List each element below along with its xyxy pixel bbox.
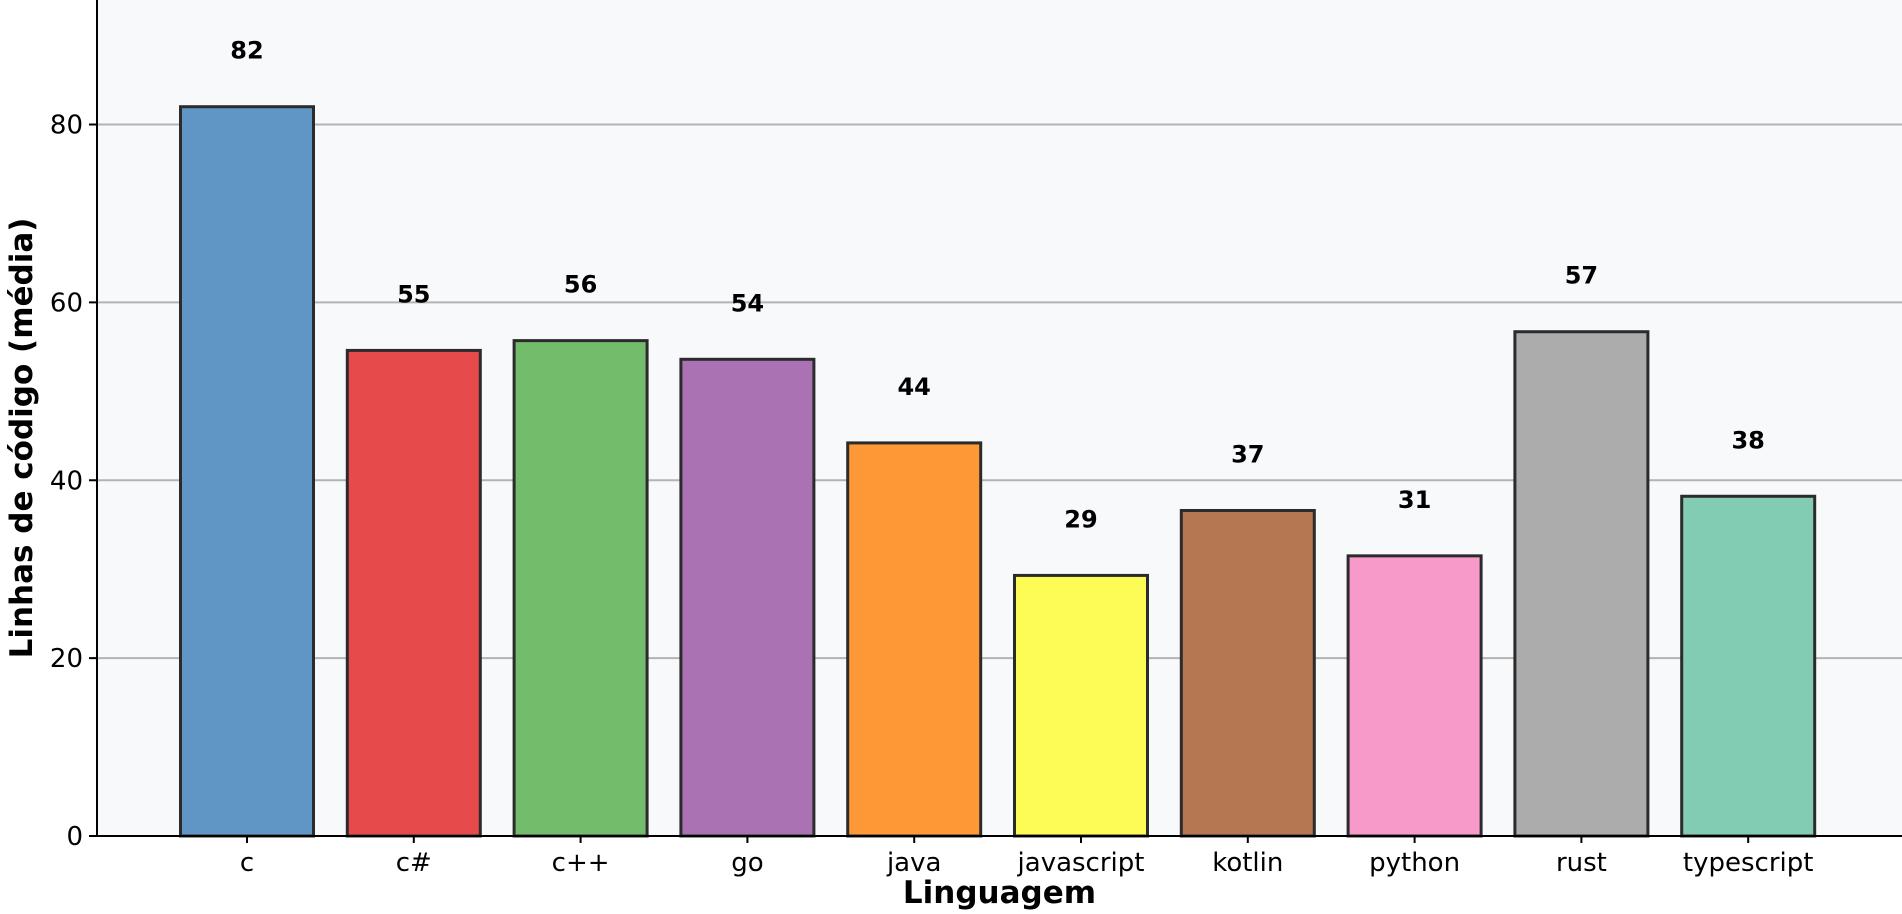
- bar-javascript: [1013, 573, 1149, 838]
- bar-go: [679, 357, 816, 838]
- value-label: 57: [1565, 262, 1598, 290]
- y-tick-label: 0: [66, 822, 83, 852]
- value-label: 38: [1731, 426, 1764, 454]
- value-label: 37: [1231, 440, 1264, 468]
- y-axis-ticks: 0 20 40 60 80: [50, 111, 83, 852]
- bar-c++: [512, 339, 649, 838]
- x-tick-label: c: [240, 848, 254, 878]
- bars: [179, 105, 1817, 838]
- bar-java: [846, 441, 983, 838]
- x-tick-label: java: [886, 848, 941, 878]
- x-tick-label: typescript: [1683, 848, 1814, 878]
- value-labels: 82 55 56 54 44 29 37 31 57 38: [230, 37, 1765, 534]
- value-label: 44: [897, 373, 930, 401]
- y-axis-title: Linhas de código (média): [4, 218, 40, 659]
- value-label: 82: [230, 37, 263, 65]
- x-tick-label: python: [1369, 848, 1460, 878]
- bar-python: [1346, 554, 1483, 838]
- value-label: 31: [1398, 486, 1431, 514]
- axes: [89, 0, 1902, 843]
- y-tick-label: 20: [50, 644, 83, 674]
- y-tick-label: 80: [50, 111, 83, 141]
- x-tick-label: c++: [552, 848, 610, 878]
- bar-typescript: [1680, 494, 1817, 838]
- bar-kotlin: [1179, 508, 1316, 838]
- x-axis-ticks: c c# c++ go java javascript kotlin python rust ty…: [240, 848, 1814, 878]
- value-label: 54: [731, 289, 764, 317]
- x-tick-label: kotlin: [1212, 848, 1283, 878]
- x-axis-title: Linguagem: [903, 875, 1096, 910]
- x-tick-label: rust: [1556, 848, 1607, 878]
- bar-c#: [345, 348, 482, 838]
- x-tick-label: go: [731, 848, 763, 878]
- x-tick-label: javascript: [1017, 848, 1145, 878]
- y-tick-label: 60: [50, 288, 83, 318]
- value-label: 29: [1064, 505, 1097, 533]
- value-label: 55: [397, 280, 430, 308]
- x-tick-label: c#: [396, 848, 432, 878]
- bar-c: [179, 105, 315, 838]
- value-label: 56: [564, 271, 597, 299]
- bar-rust: [1513, 330, 1650, 838]
- y-tick-label: 40: [50, 466, 83, 496]
